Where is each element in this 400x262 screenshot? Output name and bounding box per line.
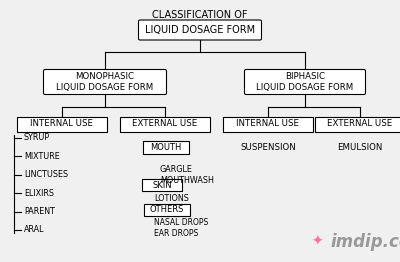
- Text: ✦: ✦: [311, 235, 323, 249]
- FancyBboxPatch shape: [223, 117, 313, 132]
- Text: ELIXIRS: ELIXIRS: [24, 189, 54, 198]
- Text: SUSPENSION: SUSPENSION: [240, 144, 296, 152]
- FancyBboxPatch shape: [143, 140, 189, 154]
- Text: INTERNAL USE: INTERNAL USE: [30, 119, 94, 128]
- Text: LIQUID DOSAGE FORM: LIQUID DOSAGE FORM: [145, 25, 255, 35]
- Text: MONOPHASIC
LIQUID DOSAGE FORM: MONOPHASIC LIQUID DOSAGE FORM: [56, 72, 154, 92]
- Text: MIXTURE: MIXTURE: [24, 152, 60, 161]
- Text: EXTERNAL USE: EXTERNAL USE: [327, 119, 393, 128]
- Text: LINCTUSES: LINCTUSES: [24, 170, 68, 179]
- FancyBboxPatch shape: [44, 69, 166, 95]
- FancyBboxPatch shape: [144, 204, 190, 216]
- FancyBboxPatch shape: [315, 117, 400, 132]
- Text: CLASSIFICATION OF: CLASSIFICATION OF: [152, 10, 248, 20]
- Text: ARAL: ARAL: [24, 226, 44, 234]
- Text: EMULSION: EMULSION: [337, 144, 383, 152]
- Text: BIPHASIC
LIQUID DOSAGE FORM: BIPHASIC LIQUID DOSAGE FORM: [256, 72, 354, 92]
- Text: OTHERS: OTHERS: [150, 205, 184, 215]
- Text: EXTERNAL USE: EXTERNAL USE: [132, 119, 198, 128]
- FancyBboxPatch shape: [17, 117, 107, 132]
- Text: PARENT: PARENT: [24, 207, 55, 216]
- FancyBboxPatch shape: [244, 69, 366, 95]
- FancyBboxPatch shape: [138, 20, 262, 40]
- Text: imdip.com: imdip.com: [330, 233, 400, 251]
- Text: NASAL DROPS
EAR DROPS: NASAL DROPS EAR DROPS: [154, 218, 208, 238]
- FancyBboxPatch shape: [120, 117, 210, 132]
- Text: LOTIONS: LOTIONS: [154, 194, 189, 203]
- Text: SYRUP: SYRUP: [24, 134, 50, 143]
- Text: SKIN: SKIN: [152, 181, 172, 189]
- FancyBboxPatch shape: [142, 179, 182, 191]
- Text: MOUTH: MOUTH: [150, 143, 182, 151]
- Text: INTERNAL USE: INTERNAL USE: [236, 119, 300, 128]
- Text: GARGLE
MOUTHWASH: GARGLE MOUTHWASH: [160, 165, 214, 185]
